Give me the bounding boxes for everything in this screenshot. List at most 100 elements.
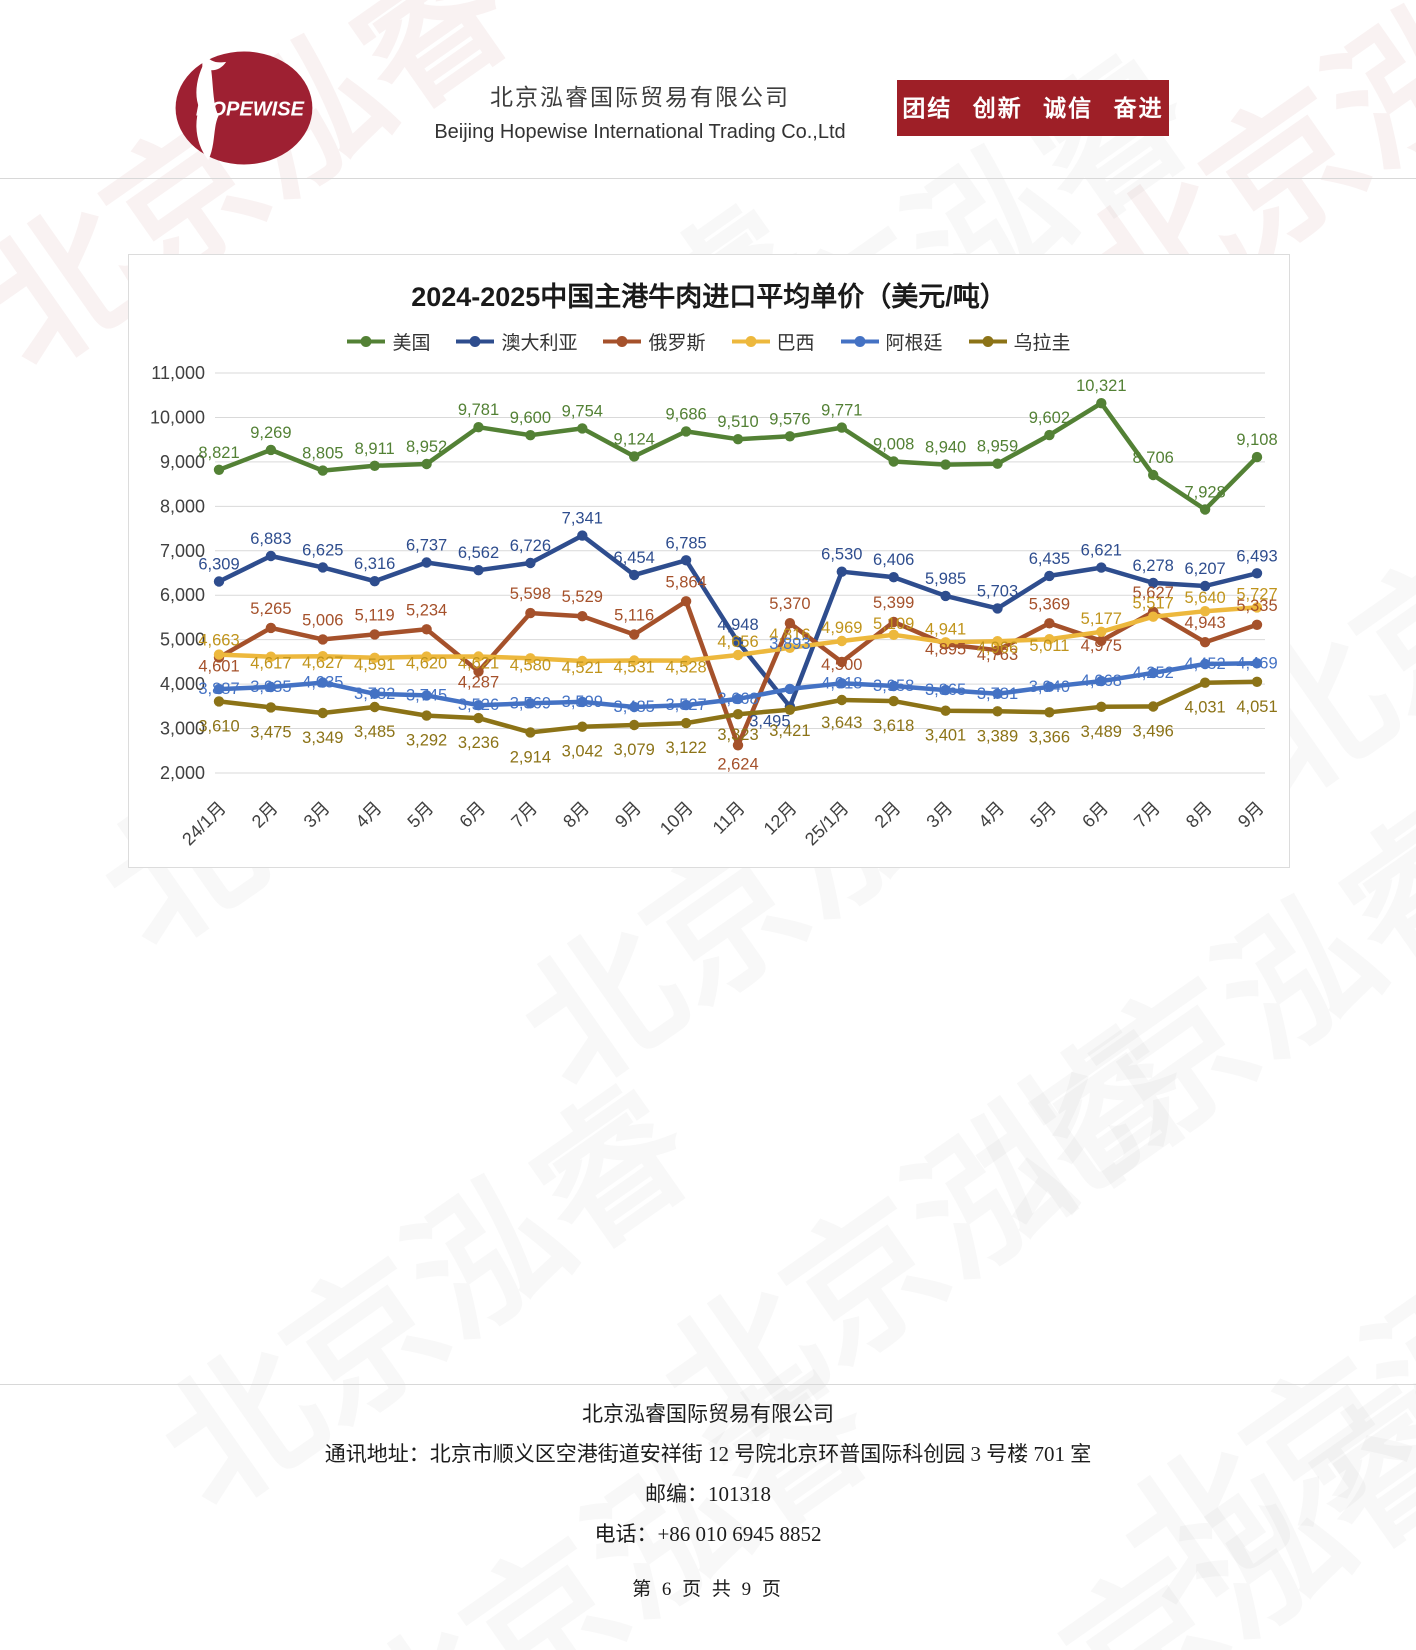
data-point (784, 431, 796, 442)
data-label-uruguay: 3,042 (562, 743, 603, 761)
data-label-argentina: 3,668 (717, 690, 758, 708)
data-point (940, 637, 951, 648)
data-point (265, 622, 277, 634)
data-point (888, 456, 899, 467)
data-label-australia: 6,406 (873, 551, 914, 569)
data-point (1044, 618, 1055, 629)
data-point (473, 666, 484, 677)
data-label-russia: 5,529 (562, 588, 603, 606)
data-point (421, 557, 432, 568)
legend-item-russia: 俄罗斯 (603, 328, 706, 355)
data-label-us: 9,510 (717, 413, 758, 431)
data-label-brazil: 4,656 (717, 633, 758, 651)
data-label-russia: 5,116 (614, 607, 654, 625)
data-label-argentina: 4,018 (821, 674, 862, 692)
data-label-uruguay: 3,323 (717, 726, 758, 744)
data-label-brazil: 4,580 (510, 656, 551, 674)
data-label-brazil: 5,640 (1184, 589, 1225, 607)
data-label-brazil: 4,663 (198, 632, 239, 650)
data-point (369, 629, 380, 640)
data-label-uruguay: 3,421 (769, 722, 810, 740)
legend-marker-australia (456, 336, 495, 347)
data-point (629, 569, 640, 581)
data-label-australia: 6,530 (821, 546, 862, 564)
data-point (1044, 429, 1055, 441)
legend-item-us: 美国 (347, 328, 430, 355)
data-label-uruguay: 3,236 (458, 734, 499, 752)
data-point (317, 651, 328, 662)
data-label-us: 8,959 (977, 438, 1018, 456)
data-point (525, 557, 536, 569)
company-name-cn: 北京泓睿国际贸易有限公司 (490, 84, 790, 110)
data-label-us: 9,686 (665, 405, 706, 423)
y-axis-tick: 5,000 (160, 630, 205, 650)
data-point (369, 701, 380, 713)
data-point (836, 422, 847, 433)
data-point (680, 426, 692, 437)
data-label-uruguay: 3,366 (1029, 728, 1070, 746)
x-axis-tick: 10月 (656, 798, 697, 839)
data-point (732, 649, 744, 661)
data-point (369, 576, 380, 587)
page-number: 第 6 页 共 9 页 (632, 1579, 784, 1600)
data-point (317, 707, 328, 719)
x-axis-tick: 3月 (922, 798, 956, 832)
data-point (1199, 504, 1211, 515)
data-point (1251, 658, 1263, 669)
company-logo: HOPEWISE (166, 50, 316, 171)
data-label-argentina: 4,452 (1184, 655, 1225, 673)
data-label-brazil: 5,177 (1081, 610, 1122, 628)
data-label-australia: 6,621 (1081, 542, 1122, 560)
data-label-russia: 4,975 (1081, 637, 1122, 655)
x-axis-tick: 3月 (300, 798, 334, 832)
data-label-argentina: 3,887 (198, 680, 239, 698)
data-label-brazil: 4,528 (665, 659, 706, 677)
data-label-us: 8,706 (1133, 449, 1174, 467)
data-label-australia: 6,493 (1236, 547, 1277, 565)
data-point (525, 430, 536, 441)
data-label-brazil: 4,627 (302, 654, 343, 672)
series-brazil (213, 602, 1263, 667)
data-label-uruguay: 4,031 (1184, 699, 1225, 717)
data-point (577, 721, 588, 732)
data-point (836, 635, 847, 647)
data-point (940, 705, 951, 716)
data-point (577, 655, 588, 667)
x-axis-tick: 5月 (403, 798, 437, 832)
data-point (1199, 580, 1211, 592)
data-label-russia: 5,234 (406, 601, 447, 619)
data-label-us: 9,600 (510, 409, 551, 427)
data-point (265, 681, 277, 693)
legend-label: 澳大利亚 (501, 333, 578, 354)
footer-divider (0, 1384, 1416, 1385)
data-label-uruguay: 3,489 (1081, 723, 1122, 741)
legend-item-brazil: 巴西 (731, 328, 815, 355)
data-point (680, 717, 692, 729)
data-label-us: 9,269 (250, 424, 291, 442)
data-label-argentina: 3,599 (562, 693, 603, 711)
data-point (784, 642, 796, 653)
data-point (992, 603, 1003, 614)
data-point (992, 458, 1003, 469)
x-axis-tick: 8月 (559, 798, 593, 832)
header-divider (0, 178, 1416, 179)
data-label-argentina: 3,958 (873, 677, 914, 695)
footer: 北京泓睿国际贸易有限公司 通讯地址：北京市顺义区空港街道安祥街 12 号院北京环… (0, 1384, 1416, 1601)
data-label-australia: 7,341 (562, 510, 603, 528)
data-label-brazil: 4,969 (821, 619, 862, 637)
data-label-russia: 5,006 (302, 611, 343, 629)
data-label-uruguay: 3,122 (665, 739, 706, 757)
data-point (265, 550, 277, 562)
data-point (317, 634, 328, 645)
data-label-brazil: 5,727 (1236, 585, 1277, 603)
data-label-russia: 5,335 (1236, 597, 1277, 615)
company-name-block: 北京泓睿国际贸易有限公司 Beijing Hopewise Internatio… (400, 78, 880, 144)
x-axis-tick: 2月 (248, 798, 282, 832)
data-label-brazil: 4,941 (925, 620, 966, 638)
data-label-uruguay: 3,292 (406, 732, 447, 750)
data-label-argentina: 4,252 (1133, 664, 1174, 682)
data-point (369, 688, 380, 699)
data-label-brazil: 5,517 (1133, 595, 1174, 613)
data-label-us: 8,952 (406, 438, 447, 456)
data-point (1096, 675, 1107, 687)
